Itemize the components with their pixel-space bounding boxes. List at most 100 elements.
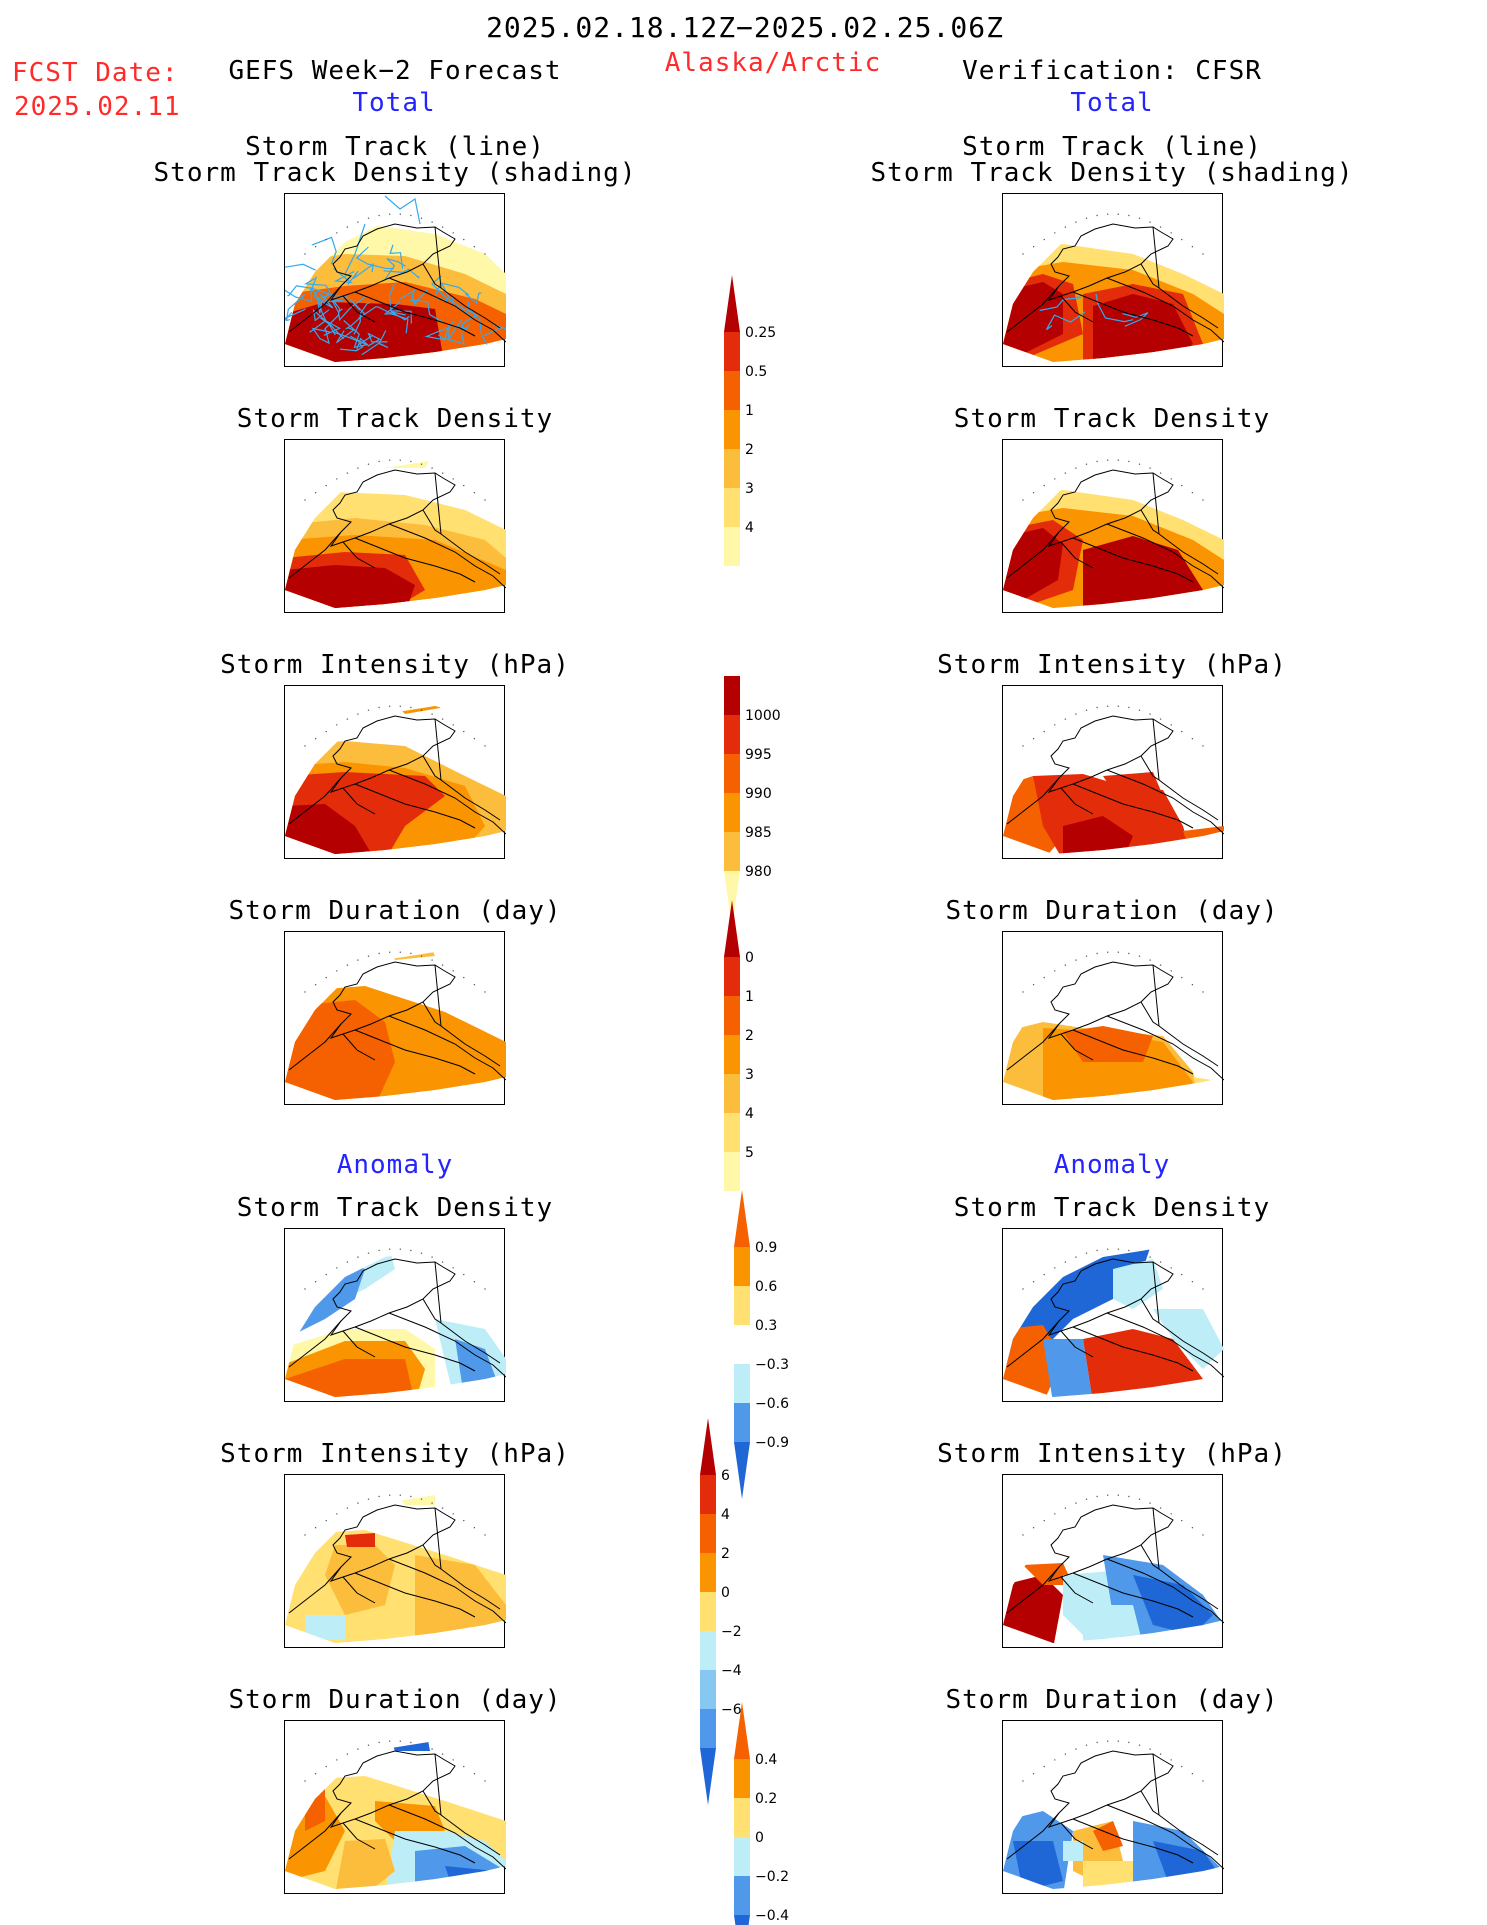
map-right-track-line — [1002, 193, 1224, 367]
colorbar-segment — [734, 1876, 750, 1915]
colorbar-tick-label: 4 — [721, 1507, 730, 1523]
shading-region — [1093, 294, 1193, 362]
right-total-label: Total — [1070, 88, 1154, 118]
colorbar-tick-label: 3 — [745, 1067, 754, 1083]
colorbar-segment — [700, 1592, 716, 1631]
colorbar-segment — [724, 1113, 740, 1152]
colorbar-density-total: 0.25 0.5 1 2 3 4 — [724, 265, 804, 598]
left-duration-anom-title: Storm Duration (day) — [228, 1685, 562, 1715]
shading-region — [1083, 1605, 1143, 1643]
colorbar-segment — [724, 410, 740, 449]
colorbar-tick-label: −2 — [721, 1624, 742, 1640]
shading-region — [1003, 528, 1063, 600]
left-intensity-anom-title: Storm Intensity (hPa) — [220, 1439, 570, 1469]
shading-region — [1083, 536, 1203, 608]
fcst-date-label: FCST Date: — [12, 58, 179, 88]
colorbar-segment — [734, 1442, 750, 1499]
map-left-density — [284, 439, 506, 613]
map-left-duration — [284, 931, 506, 1105]
shading-region — [1003, 1575, 1063, 1643]
map-svg — [285, 1740, 506, 1889]
colorbar-segment — [734, 1190, 750, 1247]
colorbar-tick-label: 0.9 — [755, 1240, 777, 1256]
left-density-title: Storm Track Density — [236, 404, 554, 434]
colorbar-segment — [724, 832, 740, 871]
colorbar-tick-label: −4 — [721, 1663, 742, 1679]
shading-region — [1023, 1563, 1073, 1585]
colorbar-segment — [724, 793, 740, 832]
coastline — [1006, 223, 1224, 343]
colorbar-tick-label: 4 — [745, 520, 754, 536]
shading-region — [305, 1615, 345, 1640]
coastline — [1006, 1258, 1224, 1378]
shading-region — [365, 460, 435, 468]
map-svg — [1003, 459, 1224, 608]
colorbar-segment — [724, 676, 740, 715]
colorbar-tick-label: 3 — [745, 481, 754, 497]
shading-region — [1063, 1841, 1083, 1861]
coastline — [1006, 1750, 1224, 1870]
colorbar-segment — [724, 488, 740, 527]
map-left-intensity-anomaly — [284, 1474, 506, 1648]
coastline — [1006, 469, 1224, 589]
right-duration-title: Storm Duration (day) — [945, 896, 1279, 926]
colorbar-segment — [700, 1670, 716, 1709]
shading-region — [415, 1555, 506, 1643]
colorbar-segment — [734, 1759, 750, 1798]
coastline — [288, 1504, 506, 1624]
colorbar-segment — [724, 1074, 740, 1113]
date-range-title: 2025.02.18.12Z−2025.02.25.06Z — [486, 11, 1004, 44]
colorbar-segment — [734, 1702, 750, 1759]
colorbar-segment — [724, 449, 740, 488]
shading-region — [285, 1000, 395, 1100]
colorbar-intensity-anomaly: 6 4 2 0 −2 −4 −6 — [700, 1408, 780, 1819]
right-density-anom-title: Storm Track Density — [953, 1193, 1271, 1223]
colorbar-segment — [734, 1837, 750, 1876]
map-svg — [285, 195, 506, 362]
shading-region — [1133, 1575, 1213, 1635]
colorbar-segment — [700, 1748, 716, 1805]
fcst-date-value: 2025.02.11 — [14, 92, 181, 122]
map-right-density-anomaly — [1002, 1228, 1224, 1402]
shading-region — [285, 302, 445, 362]
coastline — [1006, 961, 1224, 1081]
colorbar-duration-anomaly: 0.4 0.2 0 −0.2 −0.4 — [734, 1692, 814, 1925]
colorbar-segment — [724, 1035, 740, 1074]
shading-region — [385, 1495, 435, 1505]
colorbar-svg: 6 4 2 0 −2 −4 −6 — [700, 1418, 742, 1805]
shading-region — [1193, 1077, 1224, 1100]
map-svg — [1003, 705, 1224, 854]
colorbar-tick-label: 6 — [721, 1468, 730, 1484]
shading-region — [1003, 282, 1063, 354]
colorbar-tick-label: 2 — [721, 1546, 730, 1562]
shading-region — [1013, 1841, 1063, 1889]
shading-region — [345, 1533, 375, 1547]
colorbar-tick-label: 0.4 — [755, 1752, 777, 1768]
map-svg — [285, 1494, 506, 1643]
colorbar-segment — [724, 900, 740, 957]
coastline — [288, 715, 506, 835]
colorbar-duration-total: 0 1 2 3 4 5 — [724, 890, 804, 1223]
map-svg — [1003, 1740, 1224, 1889]
colorbar-segment — [734, 1286, 750, 1325]
colorbar-tick-label: 1000 — [745, 708, 781, 724]
colorbar-segment — [700, 1514, 716, 1553]
colorbar-tick-label: 0.5 — [745, 364, 767, 380]
shading-region — [1113, 1259, 1163, 1309]
colorbar-segment — [724, 754, 740, 793]
colorbar-segment — [700, 1709, 716, 1748]
shading-region — [445, 1866, 506, 1889]
right-intensity-anom-title: Storm Intensity (hPa) — [937, 1439, 1287, 1469]
right-track-shading-title: Storm Track Density (shading) — [870, 158, 1354, 188]
map-left-track-line — [284, 193, 506, 367]
colorbar-intensity-total: 1000 995 990 985 980 — [724, 648, 804, 942]
colorbar-segment — [724, 715, 740, 754]
colorbar-segment — [724, 871, 740, 928]
map-svg — [285, 1248, 506, 1397]
map-right-duration-anomaly — [1002, 1720, 1224, 1894]
map-left-intensity — [284, 685, 506, 859]
region-label: Alaska/Arctic — [664, 48, 882, 78]
colorbar-tick-label: −6 — [721, 1702, 742, 1718]
storm-track-lines — [1039, 293, 1149, 331]
left-track-shading-title: Storm Track Density (shading) — [153, 158, 637, 188]
